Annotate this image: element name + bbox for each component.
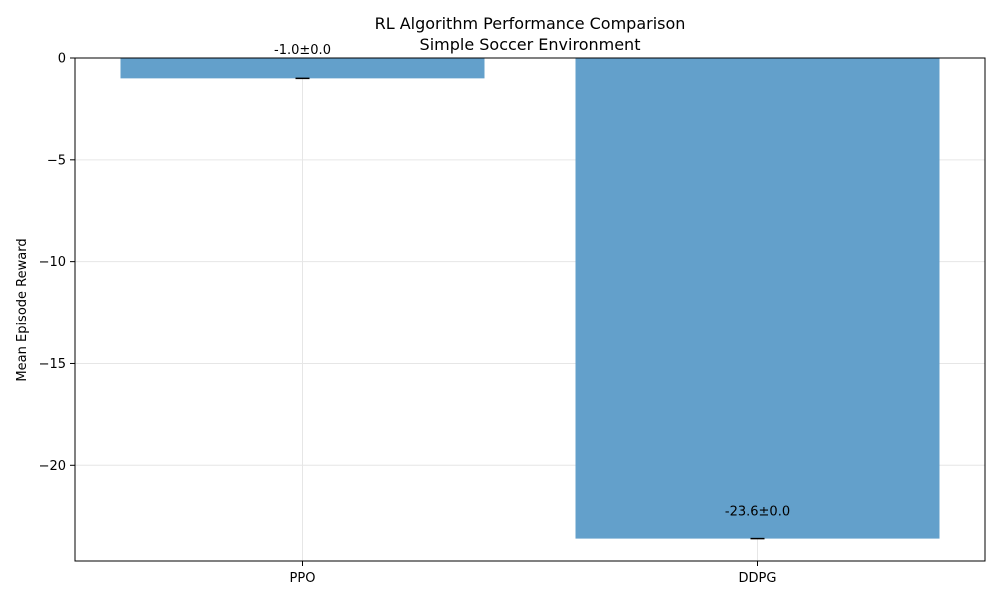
y-tick-label: 0 bbox=[58, 52, 66, 67]
x-tick-label-ppo: PPO bbox=[290, 571, 316, 586]
plot-frame bbox=[74, 57, 986, 562]
y-tick-label: −20 bbox=[39, 459, 66, 474]
x-tick-label-ddpg: DDPG bbox=[739, 571, 777, 586]
bars: -1.0±0.0 -23.6±0.0 bbox=[120, 43, 940, 540]
data-label-ddpg: -23.6±0.0 bbox=[725, 505, 790, 520]
chart-subtitle: Simple Soccer Environment bbox=[420, 35, 641, 54]
x-axis-ticks: PPO DDPG bbox=[290, 561, 777, 586]
y-tick-label: −10 bbox=[39, 255, 66, 270]
y-tick-label: −5 bbox=[47, 153, 66, 168]
data-label-ppo: -1.0±0.0 bbox=[274, 43, 331, 58]
chart-title: RL Algorithm Performance Comparison bbox=[375, 14, 686, 33]
y-axis-ticks: 0 −5 −10 −15 −20 bbox=[39, 52, 75, 474]
bar-ppo bbox=[120, 58, 485, 79]
y-tick-label: −15 bbox=[39, 357, 66, 372]
bar-ddpg bbox=[575, 58, 940, 539]
y-axis-label: Mean Episode Reward bbox=[15, 238, 30, 381]
